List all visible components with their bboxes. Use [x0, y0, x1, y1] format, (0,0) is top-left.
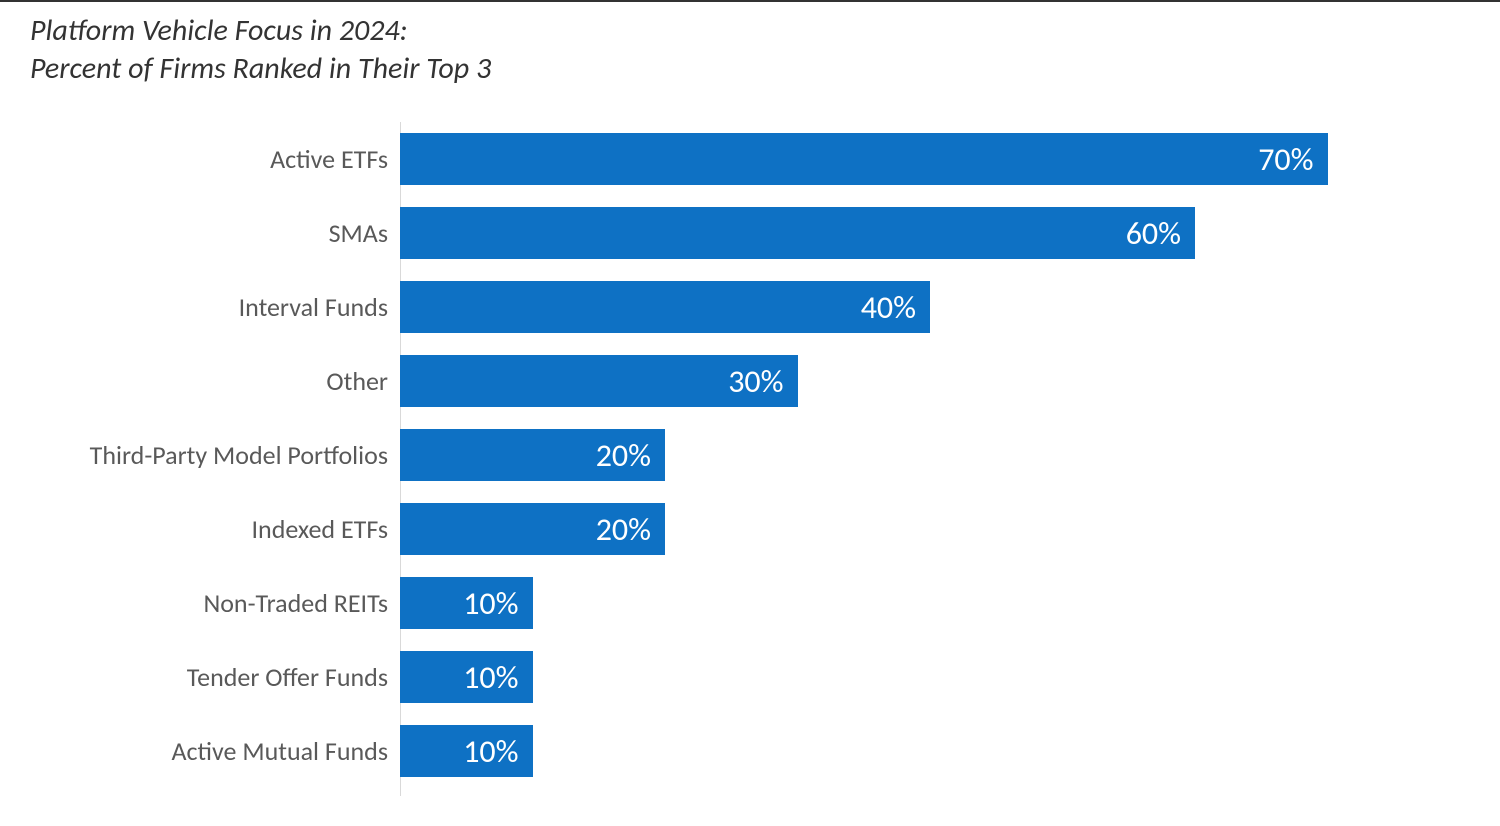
- value-label: 20%: [596, 510, 651, 549]
- value-label: 10%: [463, 658, 518, 697]
- chart-row: Other 30%: [30, 344, 1460, 418]
- chart-row: Third-Party Model Portfolios 20%: [30, 418, 1460, 492]
- chart-row: Tender Offer Funds 10%: [30, 640, 1460, 714]
- bar: 40%: [400, 281, 930, 333]
- chart-row: SMAs 60%: [30, 196, 1460, 270]
- bar-track: 40%: [400, 270, 1460, 344]
- chart-row: Active ETFs 70%: [30, 122, 1460, 196]
- category-label: Other: [30, 365, 400, 397]
- bar: 70%: [400, 133, 1328, 185]
- category-label: Indexed ETFs: [30, 513, 400, 545]
- bar: 20%: [400, 503, 665, 555]
- bar: 60%: [400, 207, 1195, 259]
- chart-row: Active Mutual Funds 10%: [30, 714, 1460, 788]
- value-label: 40%: [861, 288, 916, 327]
- bar-track: 10%: [400, 640, 1460, 714]
- chart-row: Interval Funds 40%: [30, 270, 1460, 344]
- category-label: Tender Offer Funds: [30, 661, 400, 693]
- chart-row: Non-Traded REITs 10%: [30, 566, 1460, 640]
- bar: 30%: [400, 355, 798, 407]
- bar-track: 10%: [400, 566, 1460, 640]
- value-label: 10%: [463, 584, 518, 623]
- bar-track: 60%: [400, 196, 1460, 270]
- bar-track: 20%: [400, 418, 1460, 492]
- value-label: 70%: [1258, 140, 1313, 179]
- category-label: SMAs: [30, 217, 400, 249]
- bar-track: 30%: [400, 344, 1460, 418]
- bar: 10%: [400, 577, 533, 629]
- category-label: Non-Traded REITs: [30, 587, 400, 619]
- bar-track: 10%: [400, 714, 1460, 788]
- bar: 20%: [400, 429, 665, 481]
- value-label: 60%: [1126, 214, 1181, 253]
- chart-row: Indexed ETFs 20%: [30, 492, 1460, 566]
- chart-plot-area: Active ETFs 70% SMAs 60% Interval Funds 40% Ot…: [30, 122, 1460, 796]
- chart-title-line2: Percent of Firms Ranked in Their Top 3: [30, 50, 491, 88]
- bar: 10%: [400, 725, 533, 777]
- category-label: Interval Funds: [30, 291, 400, 323]
- bar: 10%: [400, 651, 533, 703]
- category-label: Third-Party Model Portfolios: [30, 439, 400, 471]
- bar-track: 20%: [400, 492, 1460, 566]
- category-label: Active ETFs: [30, 143, 400, 175]
- value-label: 30%: [728, 362, 783, 401]
- category-label: Active Mutual Funds: [30, 735, 400, 767]
- value-label: 10%: [463, 732, 518, 771]
- chart-title-line1: Platform Vehicle Focus in 2024:: [30, 12, 491, 50]
- value-label: 20%: [596, 436, 651, 475]
- chart-frame: Platform Vehicle Focus in 2024: Percent …: [0, 0, 1500, 826]
- bar-track: 70%: [400, 122, 1460, 196]
- chart-title: Platform Vehicle Focus in 2024: Percent …: [30, 12, 491, 87]
